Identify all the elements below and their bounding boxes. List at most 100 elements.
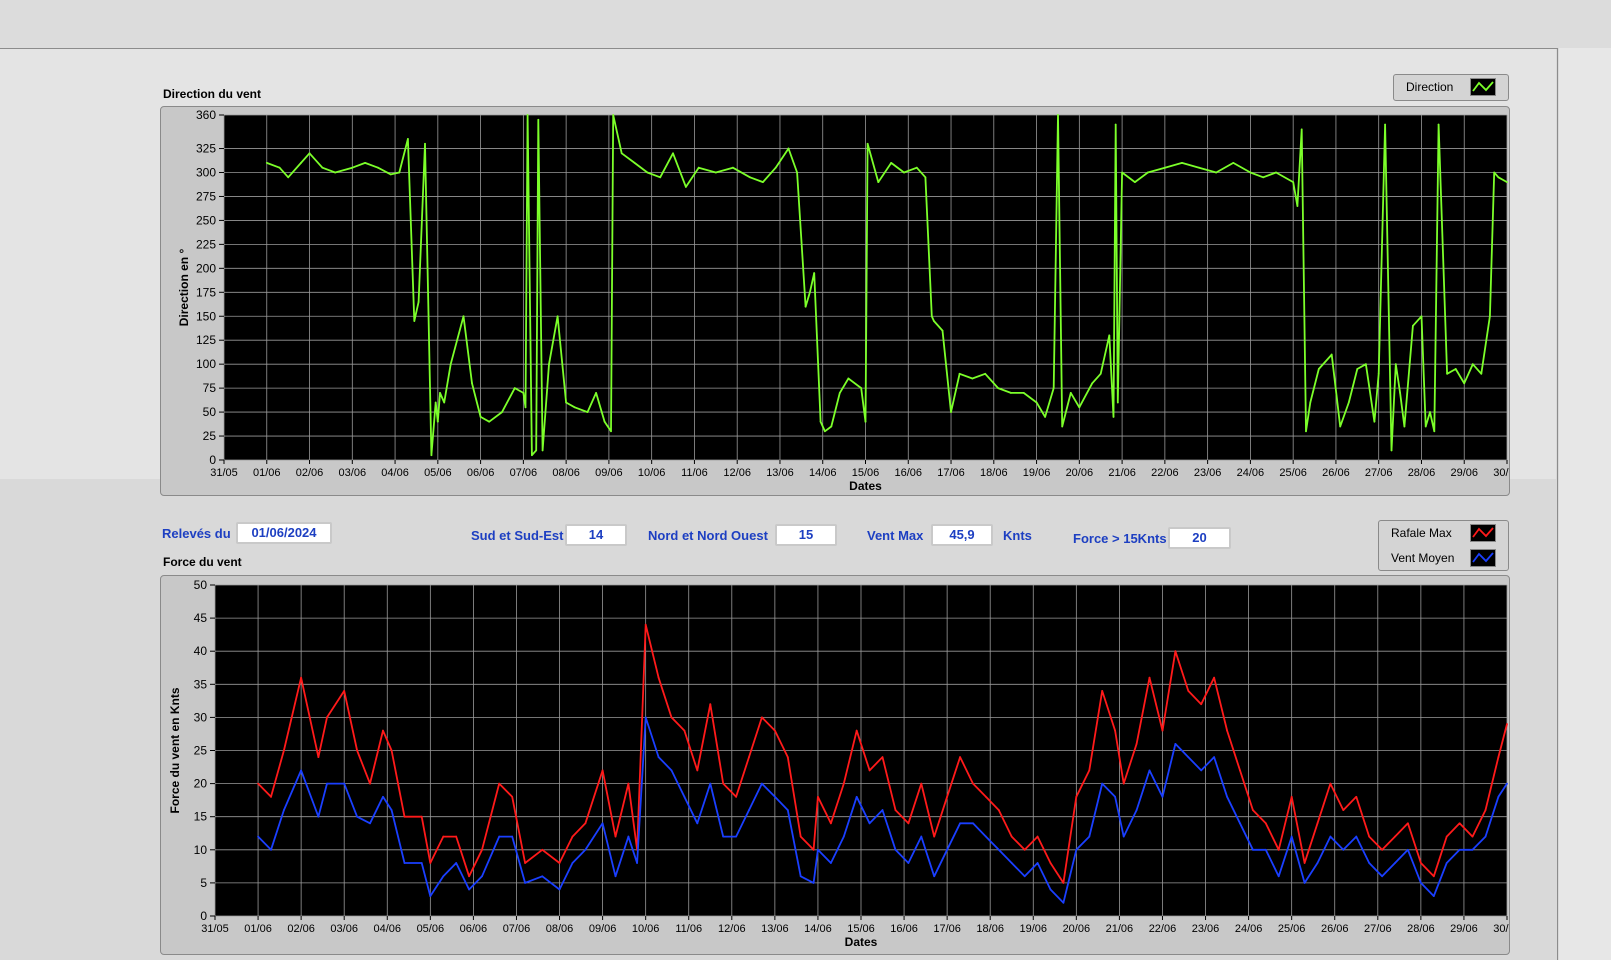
direction-series-point [1114,123,1117,126]
force-legend[interactable]: Rafale Max Vent Moyen [1378,520,1509,571]
force-series-point [1088,835,1091,838]
direction-series-point [524,406,527,409]
direction-series-point [877,181,880,183]
direction-xtick-label: 28/06 [1408,467,1436,479]
force-xtick-label: 22/06 [1149,923,1177,935]
direction-series-point [1232,162,1235,164]
legend-item-direction[interactable]: Direction [1394,75,1508,100]
force-series-point [403,815,406,818]
force-xtick-label: 15/06 [847,923,875,935]
direction-xtick-label: 14/06 [809,467,837,479]
force-ytick-label: 40 [194,644,208,658]
force-series-point [1075,795,1078,798]
direction-series-point [1373,420,1376,423]
direction-ytick-label: 300 [196,166,216,180]
force-series-point [1303,882,1306,884]
force-series-point [511,835,514,838]
direction-xtick-label: 18/06 [980,467,1008,479]
force-series-point [670,769,673,772]
force-series-point [571,862,574,864]
direction-xtick-label: 13/06 [766,467,794,479]
direction-ytick-label: 25 [203,429,217,443]
force-xtick-label: 16/06 [890,923,918,935]
legend-item-rafale[interactable]: Rafale Max [1379,521,1508,546]
direction-series-point [300,162,302,164]
direction-legend[interactable]: Direction [1393,74,1509,101]
force-series-point [1200,703,1203,706]
force-series-point [343,690,346,692]
force-series-point [627,835,630,838]
force-series-point [812,848,815,851]
force-series-point [317,815,320,818]
force-series-point [773,795,776,798]
force-series-point [1497,756,1500,759]
force-series-point [855,729,858,732]
direction-series-point [804,305,807,308]
direction-series-point [714,171,717,174]
force-series-point [761,716,763,719]
direction-series-point [984,372,987,375]
force-xtick-label: 24/06 [1235,923,1263,935]
force-series-point [933,835,936,838]
direction-series-point [1377,372,1380,375]
force-series-point [1088,769,1091,772]
direction-series-point [672,152,674,155]
force-ytick-label: 10 [194,843,208,857]
force-series-point [614,835,617,838]
direction-series-point [1116,401,1119,404]
direction-line-swatch-icon [1470,78,1496,96]
force-xtick-label: 20/06 [1063,923,1091,935]
force-series-point [817,795,819,798]
force-series-point [1432,895,1435,898]
force-chart-title: Force du vent [163,555,242,569]
force15-value-field[interactable]: 20 [1168,527,1231,549]
force-xtick-label: 27/06 [1364,923,1392,935]
force-xtick-label: 13/06 [761,923,789,935]
direction-series-point [1412,324,1414,327]
force-series-point [1049,862,1052,864]
force-series-point [420,815,423,818]
nord-value-field[interactable]: 15 [775,524,837,546]
direction-xtick-label: 23/06 [1194,467,1222,479]
force-xtick-label: 17/06 [933,923,961,935]
direction-series-point [1403,425,1406,428]
force-series-point [1277,848,1280,851]
direction-series-point [1249,171,1252,174]
direction-series-point [417,300,420,303]
direction-series-point [1347,401,1350,404]
direction-series-point [610,430,612,433]
force-series-point [812,882,815,884]
direction-series-point [1480,372,1483,375]
rafale-line-swatch-icon [1470,524,1496,542]
force-series-point [972,822,974,825]
direction-series-point [1424,425,1427,428]
direction-series-point [1399,392,1401,394]
direction-series-point [1471,363,1474,366]
force-series-point [1407,848,1409,851]
releves-date-field[interactable]: 01/06/2024 [236,522,332,544]
legend-item-moyen[interactable]: Vent Moyen [1379,546,1508,571]
direction-xtick-label: 03/06 [339,467,367,479]
ventmax-value-field[interactable]: 45,9 [931,524,993,546]
force-ytick-label: 20 [194,777,208,791]
force-series-point [429,895,432,898]
direction-series-point [1420,315,1423,318]
sud-value-field[interactable]: 14 [565,524,627,546]
force-series-point [1252,809,1254,811]
force-series-point [1122,835,1125,838]
direction-xtick-label: 25/06 [1279,467,1307,479]
direction-series-point [1112,415,1115,418]
direction-chart[interactable]: 0 25 50 75 100 125 150 175 200 225 250 275 300 325 360… [161,107,1521,495]
force-chart[interactable]: 0 5 10 15 20 25 30 35 40 45 50 31/05 01/06 02/06 03/06… [161,576,1521,954]
force-series-point [382,795,384,798]
direction-series-point [1022,392,1025,394]
force-series-point [997,809,1000,811]
force-series-point [627,782,630,785]
force-series-point [868,822,871,825]
force-series-point [1419,882,1422,884]
direction-series-point [1305,430,1307,433]
force-series-point [541,875,544,878]
force-series-point [670,716,673,719]
direction-xtick-label: 02/06 [296,467,324,479]
force-series-point [1213,676,1216,679]
